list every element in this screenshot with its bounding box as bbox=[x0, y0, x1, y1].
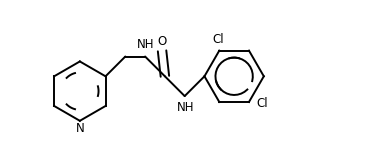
Text: Cl: Cl bbox=[212, 32, 224, 46]
Text: NH: NH bbox=[137, 38, 154, 51]
Text: O: O bbox=[157, 35, 167, 48]
Text: N: N bbox=[75, 122, 84, 135]
Text: NH: NH bbox=[178, 101, 195, 114]
Text: Cl: Cl bbox=[256, 97, 268, 110]
